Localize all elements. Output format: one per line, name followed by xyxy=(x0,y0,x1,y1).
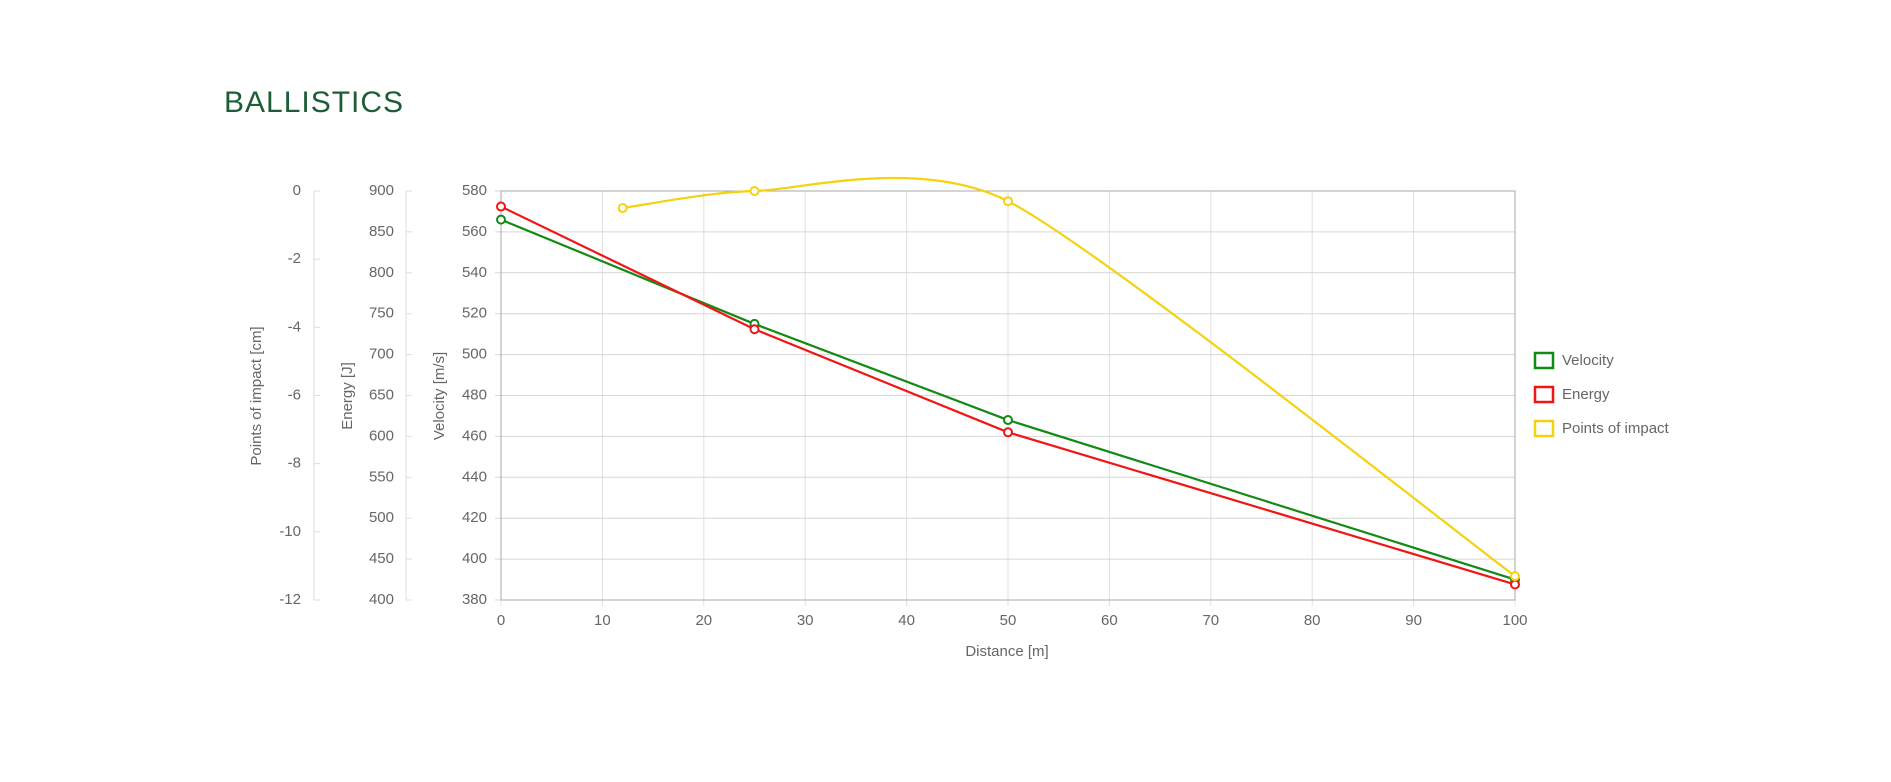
y2-axis-title: Energy [J] xyxy=(339,362,356,430)
y2-tick-label: 750 xyxy=(369,305,394,322)
y2-tick-label: 600 xyxy=(369,427,394,444)
x-tick-label: 70 xyxy=(1202,612,1219,629)
point xyxy=(1003,427,1013,438)
y2-tick-label: 500 xyxy=(369,509,394,526)
x-tick-label: 20 xyxy=(695,612,712,629)
legend-swatch xyxy=(1533,351,1555,370)
y-tick-label: 440 xyxy=(462,468,487,485)
x-tick-label: 10 xyxy=(594,612,611,629)
x-tick-label: 60 xyxy=(1101,612,1118,629)
y3-tick-label: -2 xyxy=(288,250,301,267)
legend-swatch xyxy=(1533,419,1555,438)
y2-tick-label: 800 xyxy=(369,264,394,281)
y3-tick-label: -12 xyxy=(279,591,301,608)
y-tick-label: 520 xyxy=(462,305,487,322)
y3-tick-label: -4 xyxy=(288,318,301,335)
y2-tick-label: 450 xyxy=(369,550,394,567)
legend-label[interactable]: Energy xyxy=(1562,386,1610,403)
series-line xyxy=(622,176,1516,578)
y3-tick-label: 0 xyxy=(293,182,301,199)
x-axis-title: Distance [m] xyxy=(965,643,1048,660)
y-tick-label: 420 xyxy=(462,509,487,526)
plot-frame xyxy=(500,190,1516,601)
y-tick-label: 500 xyxy=(462,346,487,363)
chart-title: BALLISTICS xyxy=(224,86,404,119)
y2-tick-label: 700 xyxy=(369,346,394,363)
x-tick-label: 30 xyxy=(797,612,814,629)
y-axis-title: Velocity [m/s] xyxy=(431,352,448,440)
legend-swatch xyxy=(1533,385,1555,404)
y-tick-label: 540 xyxy=(462,264,487,281)
point xyxy=(749,186,760,196)
y3-axis-title: Points of impact [cm] xyxy=(248,326,265,465)
series-line xyxy=(500,205,1516,586)
x-tick-label: 40 xyxy=(898,612,915,629)
x-tick-label: 100 xyxy=(1502,612,1527,629)
point xyxy=(749,324,760,335)
y3-tick-label: -8 xyxy=(288,455,301,472)
point xyxy=(496,214,506,225)
y-tick-label: 560 xyxy=(462,223,487,240)
x-tick-label: 0 xyxy=(497,612,505,629)
point xyxy=(1510,579,1520,590)
point xyxy=(617,203,628,214)
y2-tick-label: 550 xyxy=(369,468,394,485)
y2-tick-label: 650 xyxy=(369,386,394,403)
point xyxy=(1003,196,1013,207)
legend-label[interactable]: Velocity xyxy=(1562,352,1614,369)
x-tick-label: 80 xyxy=(1304,612,1321,629)
y-tick-label: 460 xyxy=(462,427,487,444)
point xyxy=(1510,571,1520,582)
y2-tick-label: 900 xyxy=(369,182,394,199)
y2-tick-label: 850 xyxy=(369,223,394,240)
point xyxy=(496,201,506,212)
y-tick-label: 580 xyxy=(462,182,487,199)
x-tick-label: 90 xyxy=(1405,612,1422,629)
point xyxy=(1003,415,1013,426)
y3-tick-label: -10 xyxy=(279,523,301,540)
y-tick-label: 400 xyxy=(462,550,487,567)
y3-tick-label: -6 xyxy=(288,386,301,403)
x-tick-label: 50 xyxy=(1000,612,1017,629)
y-tick-label: 480 xyxy=(462,386,487,403)
y-tick-label: 380 xyxy=(462,591,487,608)
series-line xyxy=(500,218,1516,581)
legend-label[interactable]: Points of impact xyxy=(1562,420,1670,437)
y2-tick-label: 400 xyxy=(369,591,394,608)
